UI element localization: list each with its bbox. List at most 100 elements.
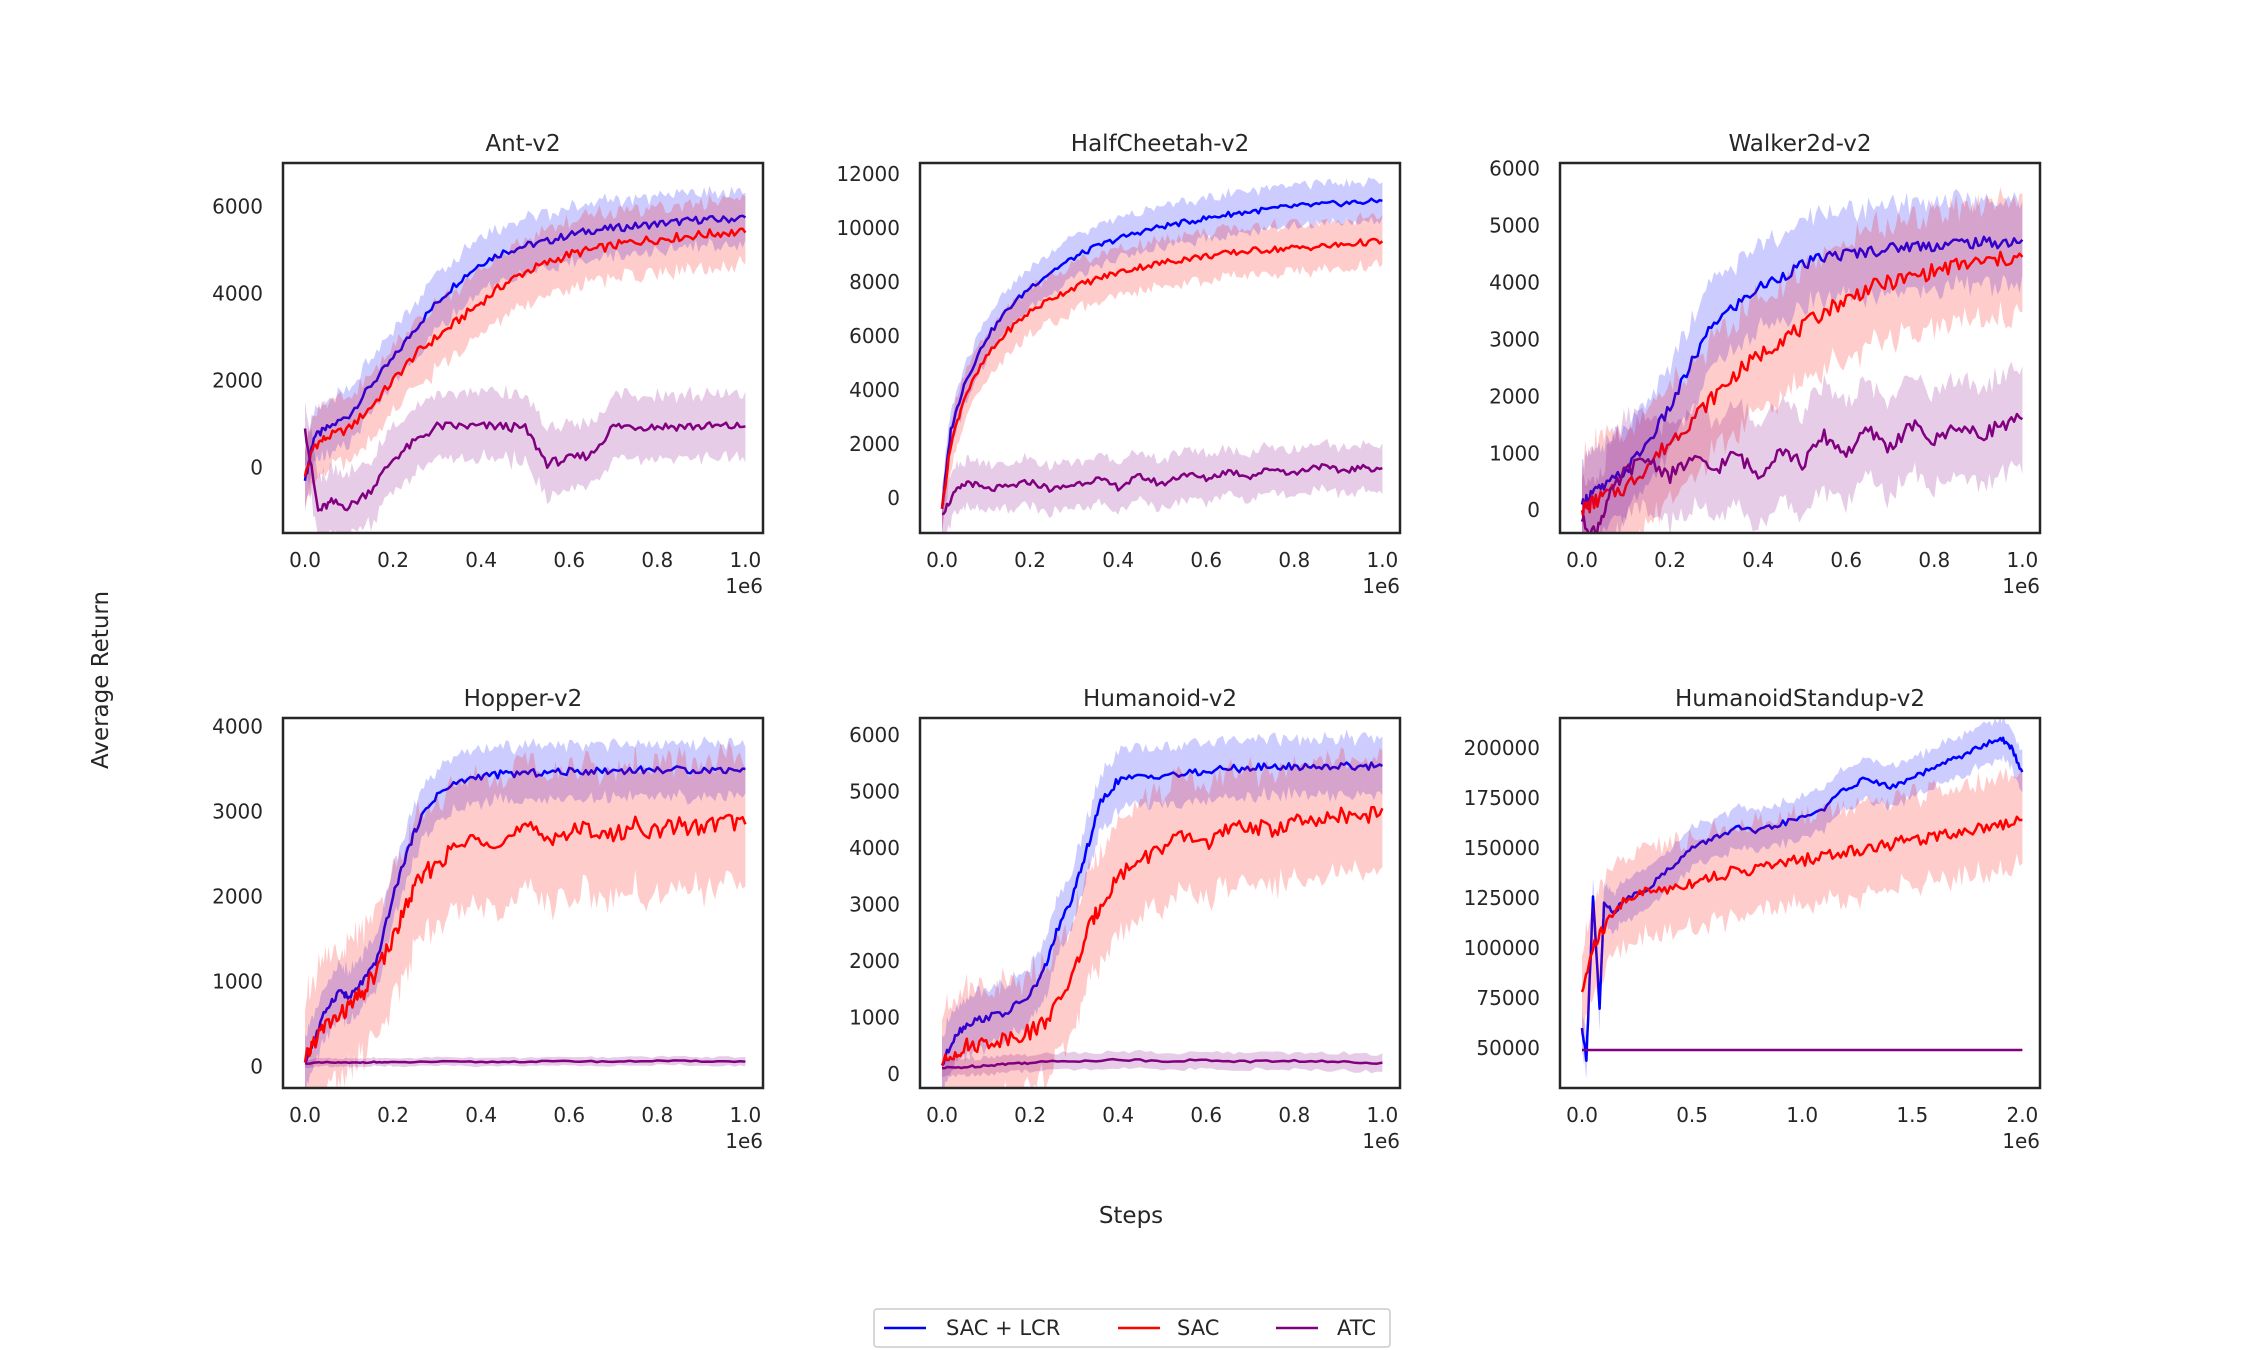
xtick-label-humanoidstandup-v2-1: 0.5 (1676, 1103, 1708, 1127)
axes-frame-ant-v2 (281, 161, 765, 535)
ytick-label-hopper-v2-4: 4000 (212, 715, 263, 739)
series-line-ant-v2-sac (303, 227, 747, 477)
ytick-label-halfcheetah-v2-6: 12000 (836, 162, 900, 186)
band-hopper-v2-sac-lcr (305, 736, 746, 1088)
x-offset-label-ant-v2: 1e6 (725, 574, 763, 598)
xtick-label-humanoid-v2-4: 0.8 (1278, 1103, 1310, 1127)
ytick-label-walker2d-v2-0: 0 (1527, 498, 1540, 522)
series-line-humanoid-v2-sac-lcr (941, 761, 1384, 1067)
xtick-label-halfcheetah-v2-2: 0.4 (1102, 548, 1134, 572)
xtick-label-humanoid-v2-3: 0.6 (1190, 1103, 1222, 1127)
ytick-label-humanoidstandup-v2-2: 100000 (1464, 936, 1540, 960)
xtick-label-walker2d-v2-3: 0.6 (1830, 548, 1862, 572)
band-halfcheetah-v2-sac (942, 212, 1383, 530)
series-line-walker2d-v2-sac (1580, 250, 2024, 518)
series-line-halfcheetah-v2-sac (940, 237, 1384, 509)
xtick-label-humanoidstandup-v2-0: 0.0 (1566, 1103, 1598, 1127)
ytick-label-ant-v2-2: 4000 (212, 282, 263, 306)
ytick-label-humanoidstandup-v2-4: 150000 (1464, 836, 1540, 860)
xtick-label-hopper-v2-0: 0.0 (289, 1103, 321, 1127)
ytick-label-humanoid-v2-0: 0 (887, 1062, 900, 1086)
xtick-label-humanoidstandup-v2-2: 1.0 (1786, 1103, 1818, 1127)
xtick-label-ant-v2-5: 1.0 (729, 548, 761, 572)
ytick-label-walker2d-v2-6: 6000 (1489, 157, 1540, 181)
band-hopper-v2-sac (305, 741, 746, 1088)
xtick-label-halfcheetah-v2-1: 0.2 (1014, 548, 1046, 572)
ytick-label-humanoidstandup-v2-0: 50000 (1476, 1036, 1540, 1060)
ytick-label-halfcheetah-v2-4: 8000 (849, 270, 900, 294)
ytick-label-ant-v2-1: 2000 (212, 369, 263, 393)
plot-area-hopper-v2 (303, 736, 747, 1088)
band-ant-v2-sac (305, 194, 746, 506)
series-line-walker2d-v2-sac-lcr (1580, 235, 2024, 509)
xtick-label-ant-v2-0: 0.0 (289, 548, 321, 572)
x-offset-label-walker2d-v2: 1e6 (2002, 574, 2040, 598)
xtick-label-ant-v2-2: 0.4 (465, 548, 497, 572)
xtick-label-halfcheetah-v2-4: 0.8 (1278, 548, 1310, 572)
band-humanoidstandup-v2-sac (1582, 766, 2023, 1037)
subplot-title-halfcheetah-v2: HalfCheetah-v2 (1071, 131, 1249, 157)
plot-area-humanoidstandup-v2 (1580, 718, 2024, 1078)
ytick-label-walker2d-v2-4: 4000 (1489, 271, 1540, 295)
ytick-label-halfcheetah-v2-0: 0 (887, 486, 900, 510)
band-walker2d-v2-atc (1582, 361, 2023, 533)
xtick-label-walker2d-v2-2: 0.4 (1742, 548, 1774, 572)
series-line-humanoidstandup-v2-sac (1580, 815, 2023, 993)
series-line-ant-v2-sac-lcr (303, 214, 747, 481)
subplot-title-hopper-v2: Hopper-v2 (464, 686, 583, 712)
ytick-label-humanoid-v2-2: 2000 (849, 949, 900, 973)
series-line-humanoid-v2-sac (940, 805, 1384, 1066)
ytick-label-humanoidstandup-v2-5: 175000 (1464, 786, 1540, 810)
subplot-title-ant-v2: Ant-v2 (485, 131, 560, 157)
xtick-label-walker2d-v2-4: 0.8 (1918, 548, 1950, 572)
legend: SAC + LCR SAC ATC (873, 1308, 1391, 1348)
xtick-label-hopper-v2-3: 0.6 (553, 1103, 585, 1127)
axes-frame-hopper-v2 (281, 716, 765, 1090)
x-axis-label: Steps (1099, 1203, 1163, 1229)
x-offset-label-humanoid-v2: 1e6 (1362, 1129, 1400, 1153)
ytick-label-halfcheetah-v2-5: 10000 (836, 216, 900, 240)
plot-area-ant-v2 (303, 185, 747, 533)
x-offset-label-hopper-v2: 1e6 (725, 1129, 763, 1153)
ytick-label-humanoidstandup-v2-1: 75000 (1476, 986, 1540, 1010)
ytick-label-walker2d-v2-1: 1000 (1489, 441, 1540, 465)
ytick-label-walker2d-v2-2: 2000 (1489, 384, 1540, 408)
legend-label-sac: SAC (1177, 1316, 1219, 1340)
xtick-label-ant-v2-1: 0.2 (377, 548, 409, 572)
series-line-walker2d-v2-atc (1580, 412, 2024, 533)
x-offset-label-humanoidstandup-v2: 1e6 (2002, 1129, 2040, 1153)
ytick-label-hopper-v2-2: 2000 (212, 885, 263, 909)
series-line-hopper-v2-sac (303, 813, 747, 1063)
series-line-halfcheetah-v2-atc (941, 463, 1383, 516)
y-axis-label: Average Return (88, 591, 114, 769)
xtick-label-humanoidstandup-v2-4: 2.0 (2006, 1103, 2038, 1127)
xtick-label-halfcheetah-v2-0: 0.0 (926, 548, 958, 572)
axes-frame-halfcheetah-v2 (918, 161, 1402, 535)
xtick-label-walker2d-v2-1: 0.2 (1654, 548, 1686, 572)
plot-area-halfcheetah-v2 (940, 177, 1384, 533)
subplot-title-humanoidstandup-v2: HumanoidStandup-v2 (1675, 686, 1925, 712)
xtick-label-humanoid-v2-1: 0.2 (1014, 1103, 1046, 1127)
ytick-label-walker2d-v2-5: 5000 (1489, 214, 1540, 238)
subplot-panels: Ant-v20.0 0.2 0.4 0.6 0.8 1.01e60200040006000… (212, 131, 2042, 1153)
ytick-label-halfcheetah-v2-3: 6000 (849, 324, 900, 348)
series-line-hopper-v2-atc (304, 1059, 746, 1066)
xtick-label-walker2d-v2-0: 0.0 (1566, 548, 1598, 572)
subplot-title-walker2d-v2: Walker2d-v2 (1728, 131, 1871, 157)
legend-label-atc: ATC (1337, 1316, 1376, 1340)
ytick-label-halfcheetah-v2-1: 2000 (849, 432, 900, 456)
ytick-label-humanoid-v2-4: 4000 (849, 836, 900, 860)
ytick-label-ant-v2-0: 0 (250, 456, 263, 480)
xtick-label-halfcheetah-v2-3: 0.6 (1190, 548, 1222, 572)
ytick-label-humanoidstandup-v2-3: 125000 (1464, 886, 1540, 910)
ytick-label-hopper-v2-1: 1000 (212, 970, 263, 994)
ytick-label-humanoid-v2-1: 1000 (849, 1005, 900, 1029)
xtick-label-humanoid-v2-2: 0.4 (1102, 1103, 1134, 1127)
